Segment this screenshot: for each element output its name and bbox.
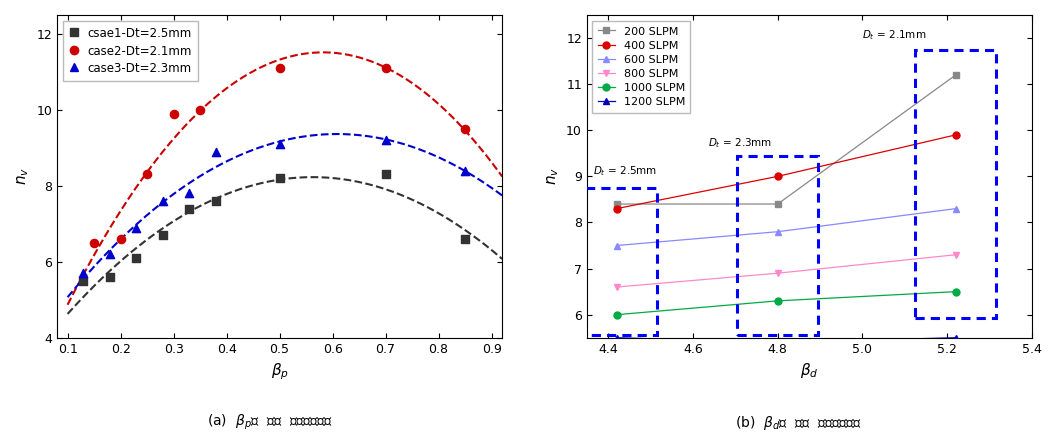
Point xyxy=(191,106,208,113)
Point xyxy=(101,251,118,258)
Point xyxy=(181,190,198,197)
Point xyxy=(75,277,92,284)
Point xyxy=(138,171,155,178)
Point xyxy=(154,232,171,239)
Text: $D_t$ = 2.3mm: $D_t$ = 2.3mm xyxy=(708,136,772,150)
X-axis label: $\beta_p$: $\beta_p$ xyxy=(271,361,289,382)
Text: $D_t$ = 2.5mm: $D_t$ = 2.5mm xyxy=(593,164,656,178)
Point xyxy=(272,175,289,182)
Point xyxy=(165,110,182,117)
Text: (a)  $\beta_p$에  따른  속도분포계수: (a) $\beta_p$에 따른 속도분포계수 xyxy=(206,412,333,432)
Bar xyxy=(915,50,996,318)
Point xyxy=(181,205,198,212)
Point xyxy=(75,270,92,277)
Point xyxy=(457,126,474,133)
Point xyxy=(272,65,289,72)
Y-axis label: $n_v$: $n_v$ xyxy=(545,167,560,185)
Point xyxy=(377,171,394,178)
Bar xyxy=(576,188,656,334)
Y-axis label: $n_v$: $n_v$ xyxy=(15,167,31,185)
Point xyxy=(457,167,474,174)
Text: (b)  $\beta_d$에  따른  속도분포계수: (b) $\beta_d$에 따른 속도분포계수 xyxy=(735,414,861,432)
Legend: csae1-Dt=2.5mm, case2-Dt=2.1mm, case3-Dt=2.3mm: csae1-Dt=2.5mm, case2-Dt=2.1mm, case3-Dt… xyxy=(63,21,198,81)
Legend: 200 SLPM, 400 SLPM, 600 SLPM, 800 SLPM, 1000 SLPM, 1200 SLPM: 200 SLPM, 400 SLPM, 600 SLPM, 800 SLPM, … xyxy=(592,20,690,113)
Point xyxy=(154,198,171,204)
Text: $D_t$ = 2.1mm: $D_t$ = 2.1mm xyxy=(863,28,927,42)
Point xyxy=(112,235,129,242)
X-axis label: $\beta_d$: $\beta_d$ xyxy=(800,361,819,380)
Point xyxy=(377,137,394,144)
Point xyxy=(101,273,118,280)
Point xyxy=(272,140,289,147)
Point xyxy=(207,148,224,155)
Point xyxy=(128,224,145,231)
Point xyxy=(377,65,394,72)
Point xyxy=(207,198,224,204)
Bar xyxy=(738,156,818,334)
Point xyxy=(128,255,145,262)
Point xyxy=(86,239,103,246)
Point xyxy=(457,235,474,242)
